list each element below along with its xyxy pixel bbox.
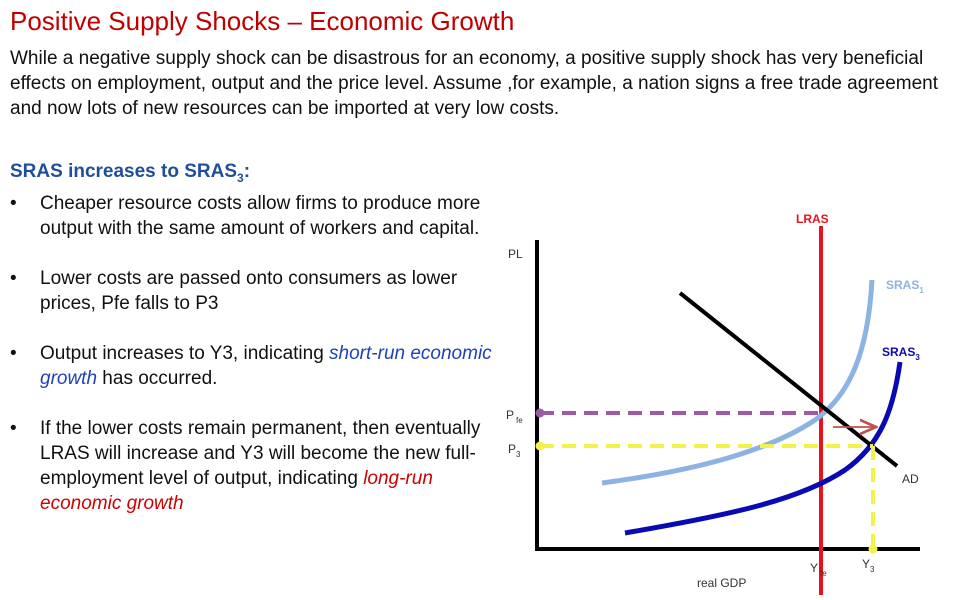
yfe-label-base: Y (810, 561, 818, 575)
sras1-label-base: SRAS (886, 278, 919, 292)
subheading-suffix: : (243, 161, 251, 182)
sras3-label-base: SRAS (882, 345, 915, 359)
bullet-marker: • (10, 418, 17, 439)
pfe-point (535, 408, 545, 418)
sras3-label: SRAS3 (882, 345, 920, 362)
p3-label: P3 (508, 442, 521, 459)
pfe-label-sub: fe (516, 416, 523, 425)
bullet-item: • If the lower costs remain permanent, t… (10, 416, 510, 516)
lras-label: LRAS (796, 212, 829, 226)
sras1-curve (601, 279, 875, 486)
bullet-marker: • (10, 343, 17, 364)
bullet-text-post: has occurred. (97, 368, 218, 389)
y3-label-sub: 3 (870, 565, 875, 574)
subheading: SRAS increases to SRAS3: (10, 161, 250, 185)
bullet-item: • Output increases to Y3, indicating sho… (10, 341, 510, 391)
bullet-text-pre: If the lower costs remain permanent, the… (40, 418, 481, 489)
ad-curve (678, 291, 899, 468)
p3-label-sub: 3 (516, 450, 521, 459)
long-run-growth-emphasis: long-run economic growth (40, 468, 433, 514)
sras1-label: SRAS1 (886, 278, 924, 295)
y3-label-base: Y (862, 557, 870, 571)
bullet-text: Lower costs are passed onto consumers as… (40, 268, 458, 314)
sras3-label-sub: 3 (915, 353, 920, 362)
bullet-text: Cheaper resource costs allow firms to pr… (40, 193, 481, 239)
yfe-label-sub: fe (820, 569, 827, 578)
pfe-label-base: P (506, 408, 514, 422)
x-axis-label: real GDP (697, 576, 746, 590)
ad-label: AD (902, 472, 919, 486)
y3-label: Y3 (862, 557, 875, 574)
bullet-marker: • (10, 193, 17, 214)
slide-title: Positive Supply Shocks – Economic Growth (10, 6, 515, 36)
subheading-subscript: 3 (237, 170, 244, 185)
sras3-curve (624, 361, 903, 536)
bullet-item: • Cheaper resource costs allow firms to … (10, 191, 510, 241)
sras1-label-sub: 1 (919, 286, 924, 295)
bullet-item: • Lower costs are passed onto consumers … (10, 266, 510, 316)
y-axis-label: PL (508, 247, 523, 261)
p3-label-base: P (508, 442, 516, 456)
bullet-marker: • (10, 268, 17, 289)
bullet-list: • Cheaper resource costs allow firms to … (10, 191, 510, 541)
intro-paragraph: While a negative supply shock can be dis… (10, 48, 939, 119)
bullet-text-pre: Output increases to Y3, indicating (40, 343, 330, 364)
y3-point (868, 544, 878, 554)
p3-point (535, 441, 545, 451)
subheading-text: SRAS increases to SRAS (10, 161, 238, 182)
short-run-growth-emphasis: short-run economic growth (40, 343, 492, 389)
